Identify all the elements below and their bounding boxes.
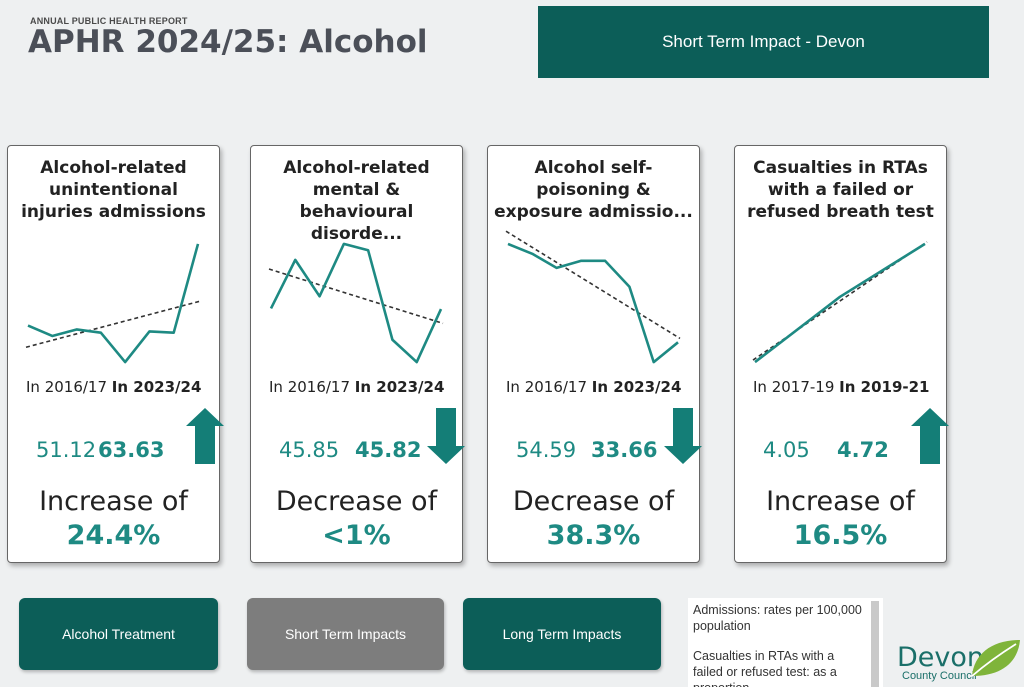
change-label: Increase of [766,486,915,517]
trend-sparkline [268,242,444,364]
leaf-logo-icon [971,640,1020,677]
change-percent: 16.5% [793,520,888,551]
change-percent: 38.3% [546,520,641,551]
arrow-down-icon [664,408,702,464]
short-term-impacts-button[interactable]: Short Term Impacts [247,598,444,670]
notes-panel[interactable]: Admissions: rates per 100,000 population… [688,598,883,687]
trend-sparkline [25,243,201,364]
series-line [507,242,679,364]
value-to: 4.72 [837,438,889,462]
period-to: In 2019-21 [839,378,930,396]
series-line [27,243,200,364]
page-title: APHR 2024/25: Alcohol [28,24,428,60]
value-to: 33.66 [591,438,658,462]
value-from: 54.59 [516,438,577,462]
alcohol-treatment-button[interactable]: Alcohol Treatment [19,598,218,670]
period-labels: In 2016/17 In 2023/24 [269,378,458,396]
arrow-up-icon [911,408,949,464]
metric-card-injuries: Alcohol-related unintentional injuries a… [7,145,224,563]
period-labels: In 2017-19 In 2019-21 [753,378,942,396]
series-line [754,242,926,364]
trend-line [505,230,681,340]
change-label: Decrease of [512,486,675,517]
trend-sparkline [752,241,928,364]
change-percent: 24.4% [66,520,161,551]
value-from: 4.05 [763,438,810,462]
trend-line [268,268,444,325]
period-to: In 2023/24 [111,378,202,396]
change-label: Decrease of [275,486,438,517]
notes-scrollbar[interactable] [871,601,879,687]
period-labels: In 2016/17 In 2023/24 [506,378,695,396]
metric-card-mental: Alcohol-related mental & behavioural dis… [250,145,465,563]
period-from: In 2017-19 [753,378,835,396]
period-from: In 2016/17 [506,378,588,396]
card-title: Alcohol-related mental & behavioural dis… [283,158,430,244]
card-title: Alcohol-related unintentional injuries a… [21,158,206,222]
value-to: 45.82 [355,438,422,462]
change-label: Increase of [39,486,188,517]
period-from: In 2016/17 [26,378,108,396]
logo-name: Devon [897,642,985,673]
series-line [269,242,443,364]
metric-card-self-poisoning: Alcohol self-poisoning & exposure admiss… [487,145,702,563]
logo-subtitle: County Council [902,670,977,682]
section-banner: Short Term Impact - Devon [538,6,989,78]
long-term-impacts-button[interactable]: Long Term Impacts [463,598,661,670]
report-subtitle: ANNUAL PUBLIC HEALTH REPORT [30,16,188,26]
value-from: 45.85 [279,438,340,462]
card-title: Alcohol self-poisoning & exposure admiss… [494,158,693,222]
trend-line [25,300,201,349]
arrow-down-icon [427,408,465,464]
card-title: Casualties in RTAs with a failed or refu… [747,158,934,222]
change-percent: <1% [322,520,391,551]
note-casualties: Casualties in RTAs with a failed or refu… [693,649,837,687]
period-labels: In 2016/17 In 2023/24 [26,378,215,396]
period-to: In 2023/24 [591,378,682,396]
arrow-up-icon [186,408,224,464]
note-admissions: Admissions: rates per 100,000 population [693,603,862,633]
trend-sparkline [505,230,681,364]
period-from: In 2016/17 [269,378,351,396]
period-to: In 2023/24 [354,378,445,396]
value-from: 51.12 [36,438,97,462]
value-to: 63.63 [98,438,165,462]
metric-card-rta-casualties: Casualties in RTAs with a failed or refu… [734,145,949,563]
